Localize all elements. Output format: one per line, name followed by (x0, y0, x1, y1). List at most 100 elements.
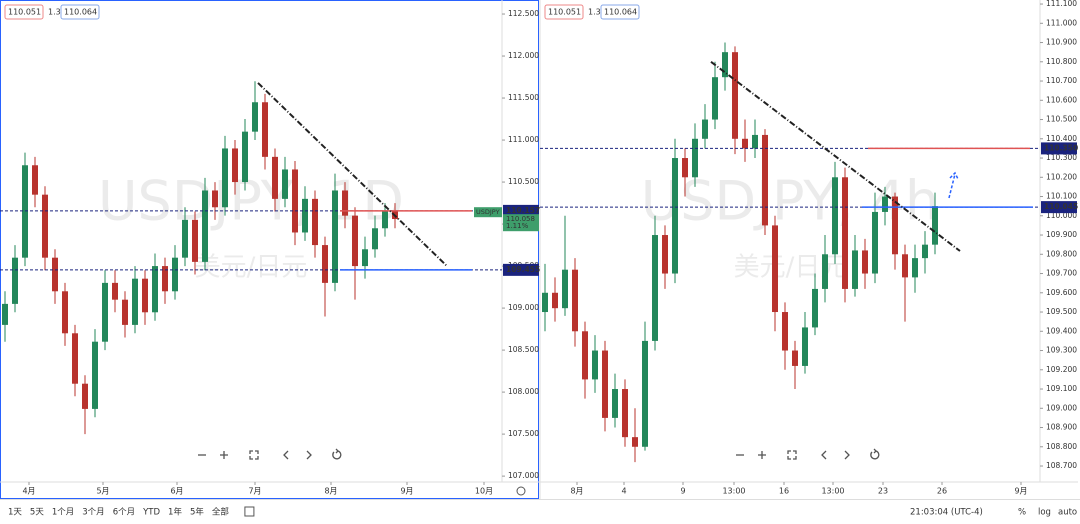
price-tag-price: 110.058 (506, 215, 535, 223)
watermark-subtitle: 美元/日元 (734, 253, 847, 283)
candle-body (362, 249, 368, 267)
candle-body (262, 102, 268, 157)
date-range-button[interactable] (244, 506, 255, 517)
active-pane-border (0, 0, 539, 499)
y-tick-label: 110.500 (508, 177, 539, 186)
candle-body (332, 190, 338, 283)
x-tick-label: 8月 (324, 487, 337, 496)
range-button[interactable]: 3个月 (82, 508, 104, 518)
candle-body (662, 235, 668, 274)
x-tick-label: 13:00 (722, 487, 745, 496)
candle-body (652, 235, 658, 341)
scale-option[interactable]: log (1038, 508, 1051, 518)
legend-value: 110.051 (8, 8, 41, 17)
clock: 21:03:04 (UTC-4) (910, 508, 983, 518)
candle-body (312, 198, 318, 246)
y-tick-label: 110.300 (1046, 153, 1077, 162)
range-button[interactable]: 5天 (30, 508, 44, 518)
candle-body (682, 158, 688, 178)
range-button[interactable]: 1个月 (52, 508, 74, 518)
y-tick-label: 110.700 (1046, 76, 1077, 85)
scroll-right[interactable] (306, 450, 312, 460)
candle-body (932, 206, 938, 245)
candle-body (12, 257, 18, 304)
range-button[interactable]: YTD (142, 508, 160, 518)
candle-body (572, 269, 578, 332)
candle-body (642, 340, 648, 447)
level-tag (503, 263, 539, 276)
range-button[interactable]: 1天 (8, 508, 22, 518)
reset-chart[interactable] (870, 448, 880, 460)
candle-body (62, 291, 68, 334)
candle-body (762, 134, 768, 226)
candle-body (372, 228, 378, 250)
y-tick-label: 108.500 (508, 345, 539, 354)
y-tick-label: 110.500 (1046, 115, 1077, 124)
price-tag (474, 207, 502, 218)
range-button[interactable]: 6个月 (113, 508, 135, 518)
candle-body (232, 148, 238, 183)
range-button[interactable]: 5年 (190, 507, 204, 518)
candle-body (732, 52, 738, 139)
zoom-in[interactable] (758, 451, 766, 459)
x-tick-label: 4月 (22, 487, 35, 496)
y-tick-label: 111.000 (508, 135, 539, 144)
reset-zoom[interactable] (249, 450, 259, 460)
scroll-left[interactable] (283, 450, 289, 460)
candle-body (862, 250, 868, 274)
range-button[interactable]: 全部 (212, 507, 230, 518)
zoom-in[interactable] (220, 451, 228, 459)
candle-body (72, 333, 78, 384)
candle-body (92, 341, 98, 409)
candle-body (112, 282, 118, 300)
x-tick-label: 10月 (475, 487, 493, 496)
x-tick-label: 13:00 (821, 487, 844, 496)
candle-body (52, 257, 58, 292)
range-button[interactable]: 1年 (168, 507, 182, 518)
level-tag (503, 204, 539, 217)
y-tick-label: 110.400 (1046, 134, 1077, 143)
level-tag-label: 109.455 (506, 265, 540, 274)
reset-chart[interactable] (332, 448, 342, 460)
y-tick-label: 109.600 (1046, 288, 1077, 297)
y-tick-label: 112.500 (508, 9, 539, 18)
legend-value: 110.051 (548, 8, 581, 17)
y-tick-label: 108.000 (508, 387, 539, 396)
candle-body (382, 211, 388, 229)
candle-body (252, 102, 258, 132)
candle-body (2, 303, 8, 325)
y-tick-label: 109.700 (1046, 269, 1077, 278)
candle-body (152, 266, 158, 313)
x-tick-label: 8月 (570, 487, 583, 496)
candle-body (842, 177, 848, 289)
candle-body (242, 131, 248, 183)
y-tick-label: 111.100 (1046, 0, 1077, 8)
y-tick-label: 109.000 (1046, 403, 1077, 412)
scroll-left[interactable] (821, 450, 827, 460)
y-tick-label: 109.000 (508, 303, 539, 312)
scale-option[interactable]: % (1018, 508, 1026, 518)
scale-option[interactable]: auto (1058, 508, 1077, 518)
y-tick-label: 107.500 (508, 429, 539, 438)
x-tick-label: 23 (878, 487, 888, 496)
legend-box (60, 4, 100, 20)
y-tick-label: 107.000 (508, 471, 539, 480)
x-tick-label: 16 (779, 487, 789, 496)
legend-box (600, 4, 640, 20)
reset-zoom[interactable] (787, 450, 797, 460)
x-tick-label: 9月 (400, 487, 413, 496)
candle-body (722, 52, 728, 78)
scroll-right[interactable] (844, 450, 850, 460)
candle-body (702, 119, 708, 139)
y-tick-label: 110.200 (1046, 172, 1077, 181)
trend-line (710, 60, 961, 252)
legend-box (4, 4, 44, 20)
y-tick-label: 110.800 (1046, 57, 1077, 66)
candle-body (792, 350, 798, 366)
candle-body (352, 215, 358, 267)
x-tick-label: 9月 (1014, 487, 1027, 496)
settings-button[interactable] (516, 486, 526, 496)
legend-value: 110.064 (604, 8, 637, 17)
y-tick-label: 111.500 (508, 93, 539, 102)
